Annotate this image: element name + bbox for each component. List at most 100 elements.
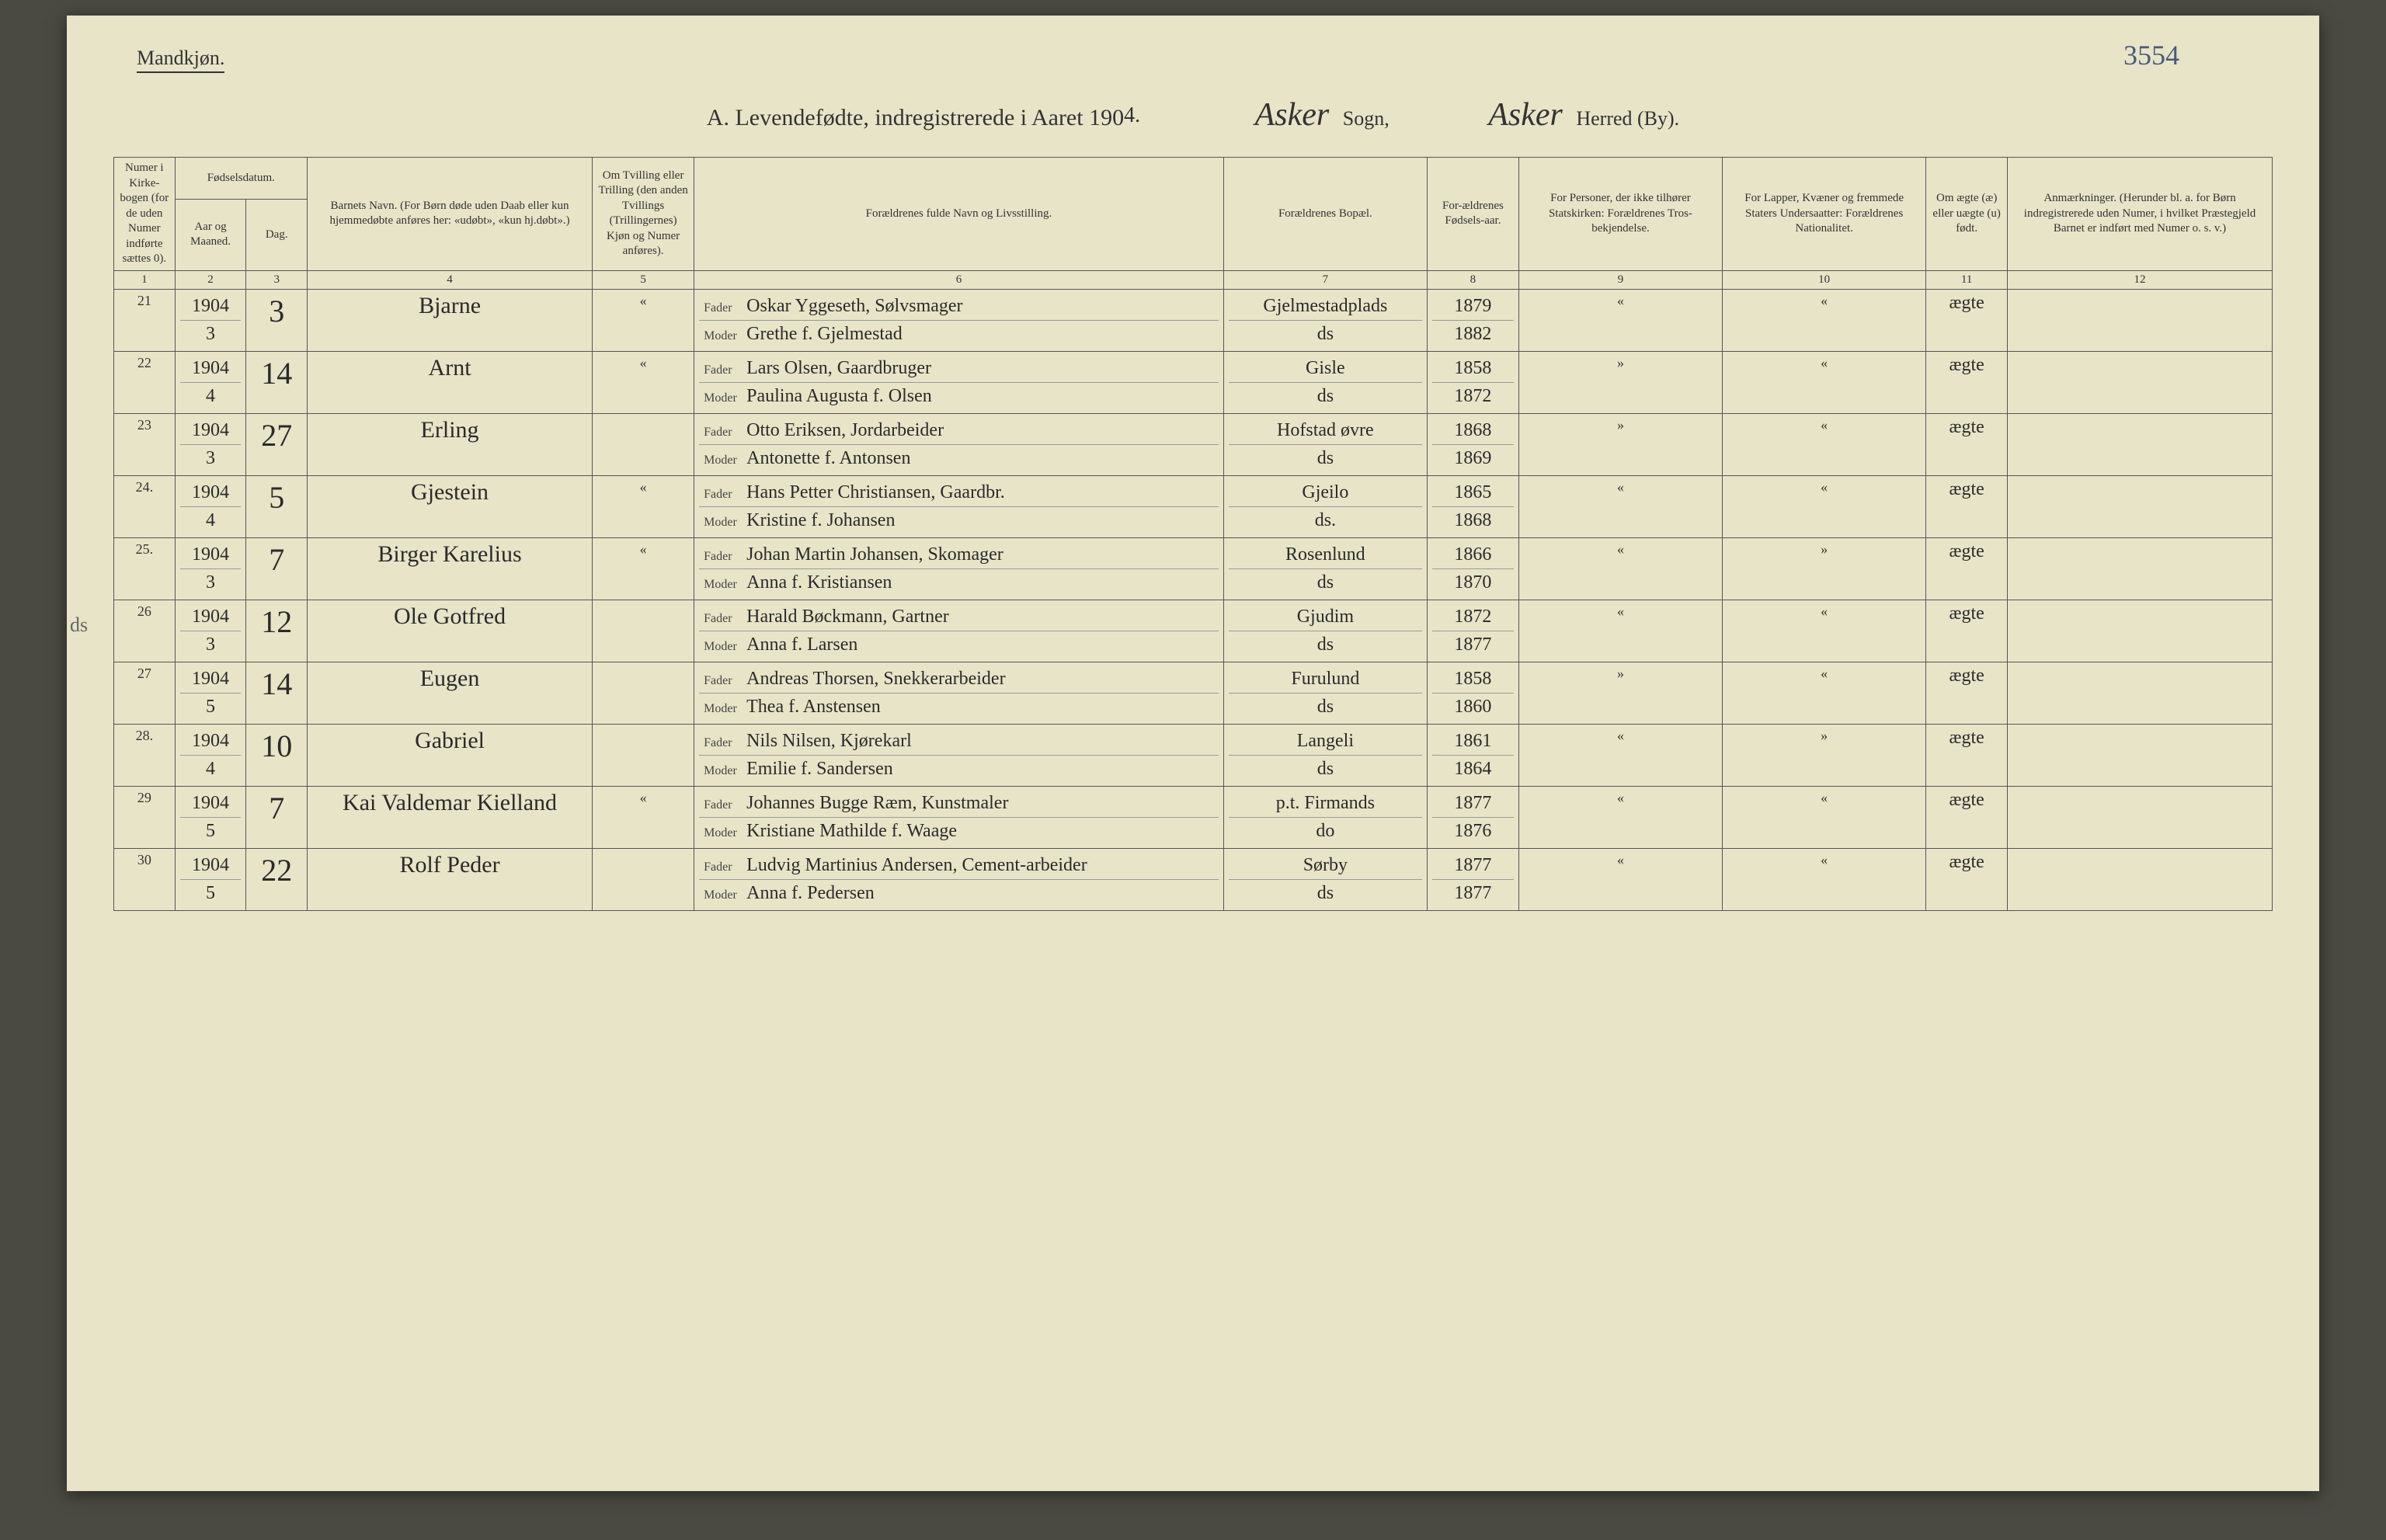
table-row: 23 1904 3 27 Erling FaderOtto Eriksen, J… <box>114 414 2273 476</box>
cell-day: 14 <box>246 662 308 725</box>
cell-year-month: 1904 3 <box>175 290 246 352</box>
colnum-11: 11 <box>1926 270 2008 290</box>
cell-parents: FaderHarald Bøckmann, Gartner ModerAnna … <box>694 600 1224 662</box>
cell-trosbekjendelse: « <box>1518 849 1722 911</box>
cell-year-month: 1904 5 <box>175 849 246 911</box>
cell-remarks <box>2008 414 2273 476</box>
residence-ditto: ds <box>1229 321 1422 348</box>
cell-name: Gjestein <box>308 476 593 538</box>
cell-parents: FaderHans Petter Christiansen, Gaardbr. … <box>694 476 1224 538</box>
colnum-12: 12 <box>2008 270 2273 290</box>
cell-residence: Gjeilo ds. <box>1223 476 1427 538</box>
cell-residence: Gjudim ds <box>1223 600 1427 662</box>
father-label: Fader <box>704 612 746 626</box>
mother-label: Moder <box>704 826 746 840</box>
cell-parents: FaderOskar Yggeseth, Sølvsmager ModerGre… <box>694 290 1224 352</box>
cell-birthyears: 1877 1876 <box>1427 787 1518 849</box>
hdr-col8: For Personer, der ikke tilhører Statskir… <box>1518 158 1722 271</box>
cell-legitimacy: ægte <box>1926 787 2008 849</box>
mother-text: Anna f. Larsen <box>746 634 1214 655</box>
residence-text: p.t. Firmands <box>1229 790 1422 818</box>
page-number-annotation: 3554 <box>2123 39 2179 71</box>
father-label: Fader <box>704 736 746 750</box>
father-label: Fader <box>704 426 746 440</box>
cell-legitimacy: ægte <box>1926 414 2008 476</box>
cell-day: 10 <box>246 725 308 787</box>
cell-year: 1904 <box>180 293 242 321</box>
sogn-label: Sogn, <box>1343 107 1390 130</box>
cell-month: 4 <box>180 756 242 783</box>
residence-ditto: ds <box>1229 569 1422 596</box>
mother-label: Moder <box>704 516 746 530</box>
table-row: 24. 1904 4 5 Gjestein « FaderHans Petter… <box>114 476 2273 538</box>
cell-trosbekjendelse: » <box>1518 662 1722 725</box>
cell-name: Ole Gotfred <box>308 600 593 662</box>
cell-birthyears: 1877 1877 <box>1427 849 1518 911</box>
cell-twin: « <box>593 538 694 600</box>
cell-month: 3 <box>180 631 242 659</box>
residence-text: Rosenlund <box>1229 541 1422 569</box>
father-birthyear: 1866 <box>1432 541 1514 569</box>
mother-birthyear: 1869 <box>1432 445 1514 472</box>
cell-legitimacy: ægte <box>1926 725 2008 787</box>
cell-birthyears: 1858 1860 <box>1427 662 1518 725</box>
mother-birthyear: 1860 <box>1432 694 1514 721</box>
cell-nationality: « <box>1723 787 1926 849</box>
cell-twin <box>593 414 694 476</box>
cell-nationality: « <box>1723 662 1926 725</box>
cell-num: 22 <box>114 352 176 414</box>
cell-day: 7 <box>246 787 308 849</box>
father-text: Hans Petter Christiansen, Gaardbr. <box>746 482 1214 503</box>
mother-text: Anna f. Kristiansen <box>746 572 1214 593</box>
residence-ditto: ds <box>1229 631 1422 659</box>
cell-year-month: 1904 3 <box>175 414 246 476</box>
father-text: Johan Martin Johansen, Skomager <box>746 544 1214 565</box>
cell-month: 4 <box>180 507 242 534</box>
hdr-col4: Om Tvilling eller Trilling (den anden Tv… <box>593 158 694 271</box>
mother-label: Moder <box>704 578 746 592</box>
cell-residence: p.t. Firmands do <box>1223 787 1427 849</box>
cell-remarks <box>2008 290 2273 352</box>
hdr-col1: Numer i Kirke-bogen (for de uden Numer i… <box>114 158 176 271</box>
colnum-1: 1 <box>114 270 176 290</box>
cell-num: 25. <box>114 538 176 600</box>
table-row: 25. 1904 3 7 Birger Karelius « FaderJoha… <box>114 538 2273 600</box>
residence-text: Sørby <box>1229 852 1422 880</box>
father-birthyear: 1868 <box>1432 417 1514 445</box>
hdr-col10: Om ægte (æ) eller uægte (u) født. <box>1926 158 2008 271</box>
mother-birthyear: 1876 <box>1432 818 1514 845</box>
father-text: Johannes Bugge Ræm, Kunstmaler <box>746 793 1214 814</box>
ledger-table: Numer i Kirke-bogen (for de uden Numer i… <box>113 157 2273 911</box>
hdr-col11: Anmærkninger. (Herunder bl. a. for Børn … <box>2008 158 2273 271</box>
cell-residence: Gisle ds <box>1223 352 1427 414</box>
mother-text: Antonette f. Antonsen <box>746 448 1214 469</box>
cell-month: 3 <box>180 445 242 472</box>
table-row: 22 1904 4 14 Arnt « FaderLars Olsen, Gaa… <box>114 352 2273 414</box>
cell-remarks <box>2008 787 2273 849</box>
mother-birthyear: 1868 <box>1432 507 1514 534</box>
father-birthyear: 1861 <box>1432 728 1514 756</box>
colnum-10: 10 <box>1723 270 1926 290</box>
residence-ditto: do <box>1229 818 1422 845</box>
residence-ditto: ds <box>1229 694 1422 721</box>
cell-nationality: « <box>1723 290 1926 352</box>
colnum-9: 9 <box>1518 270 1722 290</box>
cell-trosbekjendelse: « <box>1518 600 1722 662</box>
cell-twin <box>593 725 694 787</box>
gender-heading: Mandkjøn. <box>137 47 224 73</box>
mother-birthyear: 1872 <box>1432 383 1514 410</box>
cell-legitimacy: ægte <box>1926 290 2008 352</box>
father-text: Lars Olsen, Gaardbruger <box>746 358 1214 379</box>
cell-legitimacy: ægte <box>1926 352 2008 414</box>
herred-label: Herred (By). <box>1576 107 1679 130</box>
father-label: Fader <box>704 488 746 502</box>
residence-text: Hofstad øvre <box>1229 417 1422 445</box>
cell-name: Eugen <box>308 662 593 725</box>
hdr-col7: For-ældrenes Fødsels-aar. <box>1427 158 1518 271</box>
table-row: 28. 1904 4 10 Gabriel FaderNils Nilsen, … <box>114 725 2273 787</box>
cell-year: 1904 <box>180 603 242 631</box>
residence-text: Gjudim <box>1229 603 1422 631</box>
cell-nationality: « <box>1723 600 1926 662</box>
cell-birthyears: 1868 1869 <box>1427 414 1518 476</box>
cell-parents: FaderLudvig Martinius Andersen, Cement-a… <box>694 849 1224 911</box>
